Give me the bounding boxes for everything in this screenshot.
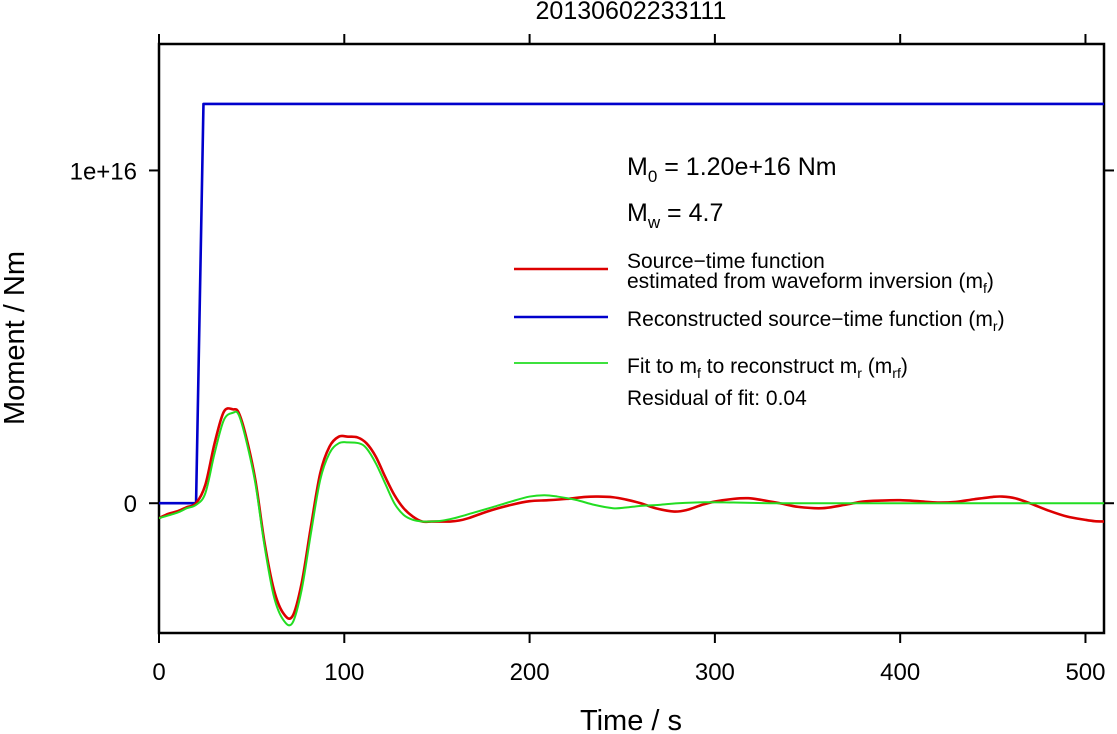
legend-reconstructed: Reconstructed source−time function (mr) [627,308,1005,334]
series-layer [159,102,1104,627]
x-tick-label-0: 0 [152,659,165,686]
legend-source-line2: estimated from waveform inversion (mf) [627,270,994,296]
x-tick-label-400: 400 [880,659,920,686]
series-line-reconstructed [159,102,1104,505]
residual-annotation: Residual of fit: 0.04 [627,387,807,410]
y-tick-label-0: 0 [124,491,137,518]
mw-annotation: Mw = 4.7 [627,199,723,232]
x-tick-label-200: 200 [510,659,550,686]
legend-source-line1: Source−time function [627,250,825,273]
plot-frame [157,42,1106,635]
m0-annotation: M0 = 1.20e+16 Nm [627,153,837,186]
series-line-fit [159,410,1104,627]
chart-title: 20130602233111 [536,0,727,25]
series-line-source [159,407,1104,620]
y-axis-label: Moment / Nm [0,251,31,425]
legend: Source−time function estimated from wave… [514,250,1005,410]
y-tick-label-1: 1e+16 [70,158,137,185]
x-tick-label-300: 300 [695,659,735,686]
x-tick-label-100: 100 [324,659,364,686]
y-ticks: 0 1e+16 [70,158,1114,518]
x-ticks: 0 100 200 300 400 500 [152,34,1105,686]
x-tick-label-500: 500 [1065,659,1105,686]
x-axis-label: Time / s [580,705,682,734]
legend-fit: Fit to mf to reconstruct mr (mrf) [627,355,908,381]
